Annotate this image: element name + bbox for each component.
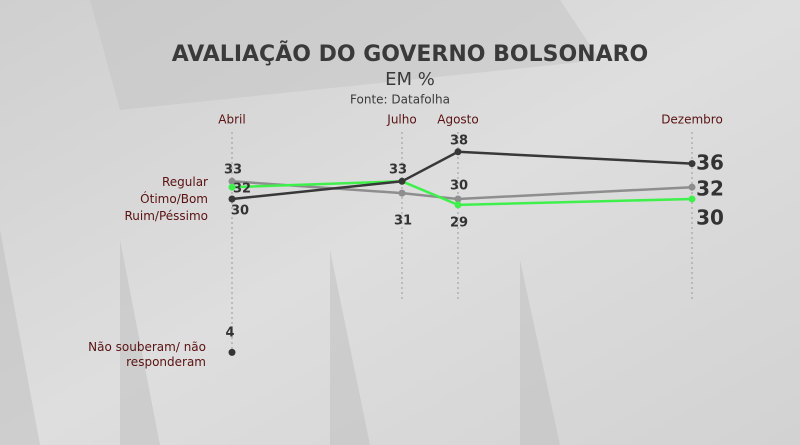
data-label: 38 <box>450 134 468 149</box>
x-tick-label: Agosto <box>437 113 478 127</box>
data-label: 31 <box>394 214 412 229</box>
point <box>228 348 236 356</box>
background-shape <box>90 0 600 110</box>
point <box>688 195 696 203</box>
series-line <box>231 180 693 201</box>
data-label: 32 <box>696 177 724 201</box>
point <box>688 160 696 168</box>
series-line <box>231 150 693 201</box>
point <box>228 195 236 203</box>
point <box>454 148 462 156</box>
point <box>688 183 696 191</box>
series-name: Regular <box>161 175 208 189</box>
chart-subtitle: EM % <box>385 69 435 90</box>
point <box>454 195 462 203</box>
series-name: Ótimo/Bom <box>140 192 208 206</box>
data-label: 30 <box>231 204 249 219</box>
source: Fonte: Datafolha <box>350 93 450 107</box>
data-label: 36 <box>696 151 724 175</box>
data-label: 32 <box>233 182 251 197</box>
data-label: 33 <box>389 163 407 178</box>
point <box>398 177 406 185</box>
point <box>228 183 236 191</box>
series-name: Não souberam/ não responderam <box>88 340 206 369</box>
background-shape <box>0 230 560 445</box>
series-line <box>231 180 693 207</box>
point <box>398 189 406 197</box>
data-label: 30 <box>696 206 724 230</box>
data-label: 4 <box>225 326 234 341</box>
x-tick-label: Dezembro <box>661 113 723 127</box>
data-label: 30 <box>450 179 468 194</box>
data-label: 33 <box>224 163 242 178</box>
data-label: 29 <box>450 216 468 231</box>
chart-title: AVALIAÇÃO DO GOVERNO BOLSONARO <box>172 41 649 67</box>
series-name: Ruim/Péssimo <box>124 209 208 223</box>
point <box>228 177 236 185</box>
point <box>454 201 462 209</box>
x-tick-label: Abril <box>218 113 245 127</box>
x-tick-label: Julho <box>386 113 416 127</box>
